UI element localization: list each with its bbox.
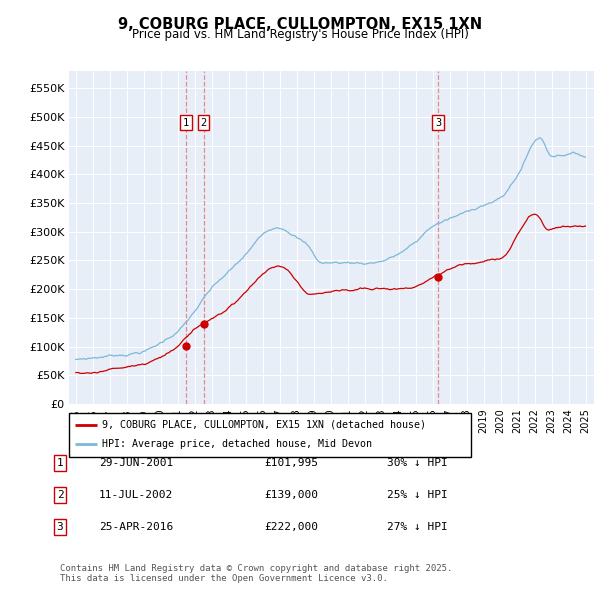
Text: 2: 2	[200, 117, 207, 127]
Text: 30% ↓ HPI: 30% ↓ HPI	[387, 458, 448, 468]
Text: 9, COBURG PLACE, CULLOMPTON, EX15 1XN (detached house): 9, COBURG PLACE, CULLOMPTON, EX15 1XN (d…	[102, 419, 426, 430]
Text: 27% ↓ HPI: 27% ↓ HPI	[387, 522, 448, 532]
Text: Price paid vs. HM Land Registry's House Price Index (HPI): Price paid vs. HM Land Registry's House …	[131, 28, 469, 41]
Text: £139,000: £139,000	[264, 490, 318, 500]
Text: 3: 3	[435, 117, 441, 127]
Text: 11-JUL-2002: 11-JUL-2002	[99, 490, 173, 500]
Text: £101,995: £101,995	[264, 458, 318, 468]
Text: 29-JUN-2001: 29-JUN-2001	[99, 458, 173, 468]
Text: 1: 1	[183, 117, 189, 127]
Text: 3: 3	[56, 522, 64, 532]
Text: £222,000: £222,000	[264, 522, 318, 532]
Text: 9, COBURG PLACE, CULLOMPTON, EX15 1XN: 9, COBURG PLACE, CULLOMPTON, EX15 1XN	[118, 17, 482, 31]
Text: Contains HM Land Registry data © Crown copyright and database right 2025.
This d: Contains HM Land Registry data © Crown c…	[60, 563, 452, 583]
Text: HPI: Average price, detached house, Mid Devon: HPI: Average price, detached house, Mid …	[102, 439, 372, 449]
Text: 1: 1	[56, 458, 64, 468]
Text: 25% ↓ HPI: 25% ↓ HPI	[387, 490, 448, 500]
Text: 2: 2	[56, 490, 64, 500]
Text: 25-APR-2016: 25-APR-2016	[99, 522, 173, 532]
